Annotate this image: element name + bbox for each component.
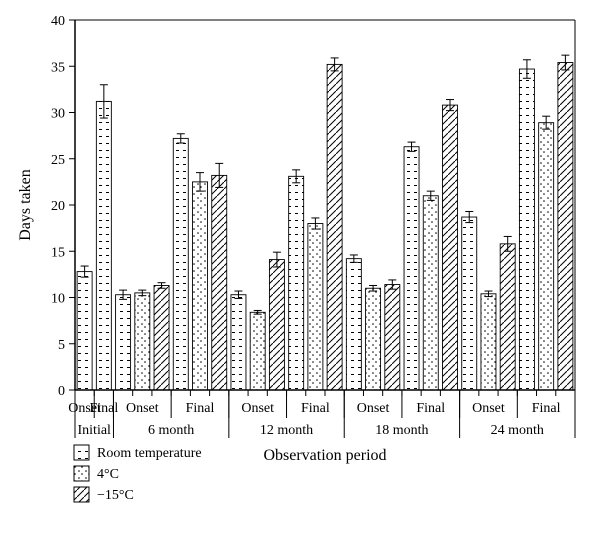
svg-text:6 month: 6 month [148, 423, 194, 438]
bar [558, 63, 573, 390]
bar [443, 105, 458, 390]
svg-text:Initial: Initial [78, 423, 112, 438]
legend-swatch [74, 445, 89, 460]
bar [96, 101, 111, 390]
bar [308, 224, 323, 391]
bar [154, 285, 169, 390]
legend-swatch [74, 487, 89, 502]
bar [231, 295, 246, 390]
svg-text:4°C: 4°C [97, 467, 119, 482]
bar [366, 288, 381, 390]
svg-text:0: 0 [58, 384, 65, 399]
svg-text:Final: Final [301, 401, 330, 416]
bar [327, 64, 342, 390]
svg-text:−15°C: −15°C [97, 488, 134, 503]
svg-text:10: 10 [51, 292, 65, 307]
svg-text:Days taken: Days taken [17, 169, 34, 241]
bar [462, 217, 477, 390]
bar [116, 295, 131, 390]
svg-text:12 month: 12 month [260, 423, 313, 438]
bar [423, 196, 438, 390]
bar [135, 293, 150, 390]
svg-text:15: 15 [51, 245, 65, 260]
svg-text:Final: Final [89, 401, 118, 416]
svg-text:30: 30 [51, 107, 65, 122]
bar [500, 244, 515, 390]
svg-text:24 month: 24 month [491, 423, 544, 438]
svg-text:Final: Final [532, 401, 561, 416]
svg-text:Final: Final [186, 401, 215, 416]
bar [385, 285, 400, 390]
svg-text:5: 5 [58, 338, 65, 353]
svg-text:20: 20 [51, 199, 65, 214]
legend-swatch [74, 466, 89, 481]
bar [346, 259, 361, 390]
bar [193, 182, 208, 390]
bar [481, 294, 496, 390]
svg-text:Observation period: Observation period [263, 447, 386, 464]
bar [77, 272, 92, 390]
svg-text:40: 40 [51, 14, 65, 29]
bar [173, 138, 188, 390]
svg-text:25: 25 [51, 153, 65, 168]
bar [250, 312, 265, 390]
bar [519, 69, 534, 390]
bar [404, 147, 419, 390]
bar [212, 175, 227, 390]
bar [539, 123, 554, 390]
svg-text:Onset: Onset [126, 401, 159, 416]
svg-text:Onset: Onset [357, 401, 390, 416]
bar [269, 260, 284, 390]
svg-text:Room temperature: Room temperature [97, 446, 202, 461]
svg-text:Onset: Onset [241, 401, 274, 416]
svg-text:18 month: 18 month [375, 423, 428, 438]
svg-text:35: 35 [51, 60, 65, 75]
svg-text:Final: Final [416, 401, 445, 416]
bar [289, 176, 304, 390]
days-taken-chart: 0 5 10 15 20 25 30 35 40 Days taken Onset Final Init… [0, 0, 600, 539]
svg-text:Onset: Onset [472, 401, 505, 416]
